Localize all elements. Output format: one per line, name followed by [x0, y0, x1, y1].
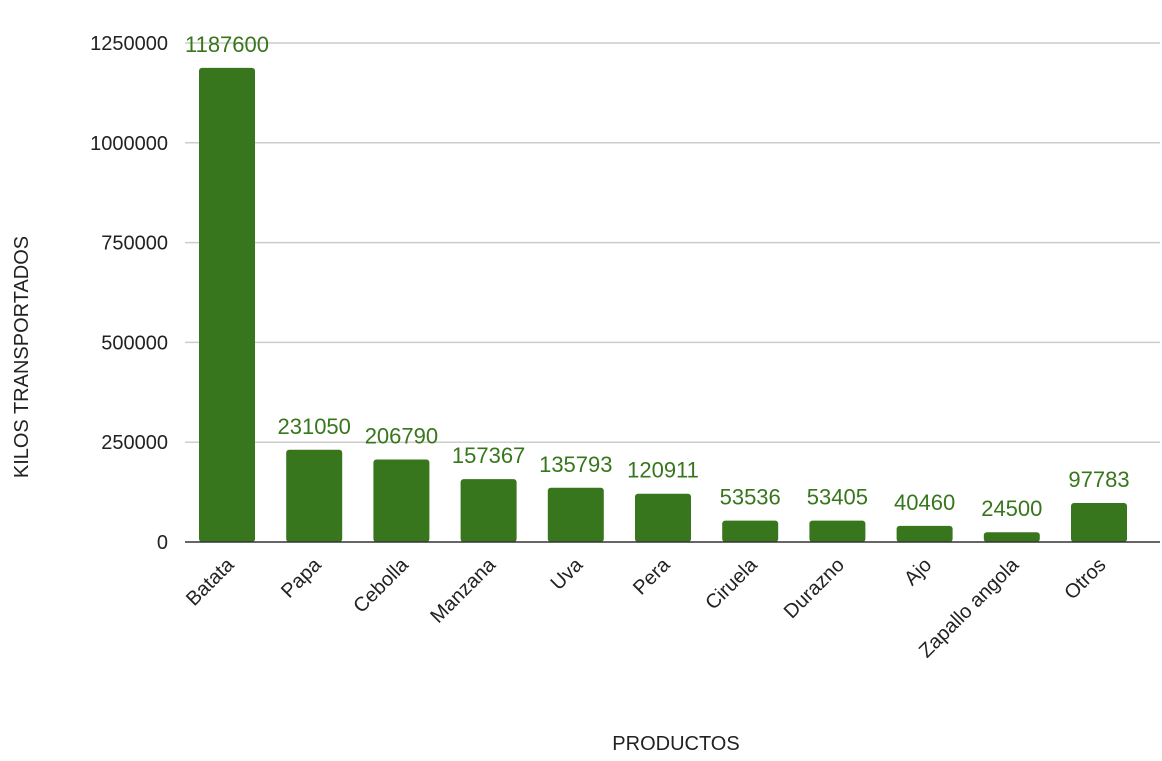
gridlines: [185, 42, 1160, 443]
x-category-label: Batata: [182, 553, 239, 610]
data-label: 40460: [894, 490, 955, 515]
data-label: 24500: [981, 496, 1042, 521]
y-tick-label: 1000000: [90, 133, 168, 155]
data-labels: 1187600 231050 206790 157367 135793 120911 535…: [185, 32, 1130, 521]
x-category-label: Durazno: [780, 554, 849, 623]
data-label: 1187600: [185, 32, 269, 57]
data-label: 157367: [452, 443, 525, 468]
bar: [983, 532, 1040, 542]
y-tick-label: 1250000: [90, 33, 168, 55]
x-category-label: Ajo: [900, 554, 936, 590]
x-category-label: Uva: [547, 553, 588, 594]
y-tick-label: 250000: [101, 432, 168, 454]
data-label: 97783: [1068, 467, 1129, 492]
y-tick-label: 0: [157, 532, 168, 554]
y-axis-title: KILOS TRANSPORTADOS: [11, 236, 33, 478]
data-label: 206790: [365, 423, 438, 448]
x-category-label: Ciruela: [701, 553, 762, 614]
bar: [199, 67, 255, 542]
data-label: 53536: [720, 485, 781, 510]
bar: [896, 525, 953, 542]
data-label: 231050: [277, 414, 350, 439]
x-category-label: Otros: [1060, 554, 1110, 604]
data-label: 135793: [539, 452, 612, 477]
x-axis-title: PRODUCTOS: [612, 733, 739, 755]
x-category-label: Pera: [629, 553, 675, 599]
data-label: 53405: [807, 485, 868, 510]
y-tick-label: 750000: [101, 233, 168, 255]
bar: [547, 487, 604, 542]
bars: [199, 67, 1127, 542]
x-category-label: Papa: [277, 553, 326, 602]
bar: [1071, 502, 1127, 542]
x-axis-categories: Batata Papa Cebolla Manzana Uva Pera Ciruela Du…: [182, 553, 1110, 662]
y-axis-ticks: 0 250000 500000 750000 1000000 1250000: [90, 33, 168, 554]
x-category-label: Manzana: [426, 553, 500, 627]
bar: [286, 449, 343, 542]
bar: [460, 479, 517, 542]
bar: [722, 520, 779, 542]
bar: [373, 459, 430, 542]
bar: [635, 493, 691, 542]
data-label: 120911: [627, 458, 699, 483]
x-category-label: Cebolla: [349, 553, 413, 617]
y-tick-label: 500000: [101, 332, 168, 354]
bar: [809, 520, 866, 542]
